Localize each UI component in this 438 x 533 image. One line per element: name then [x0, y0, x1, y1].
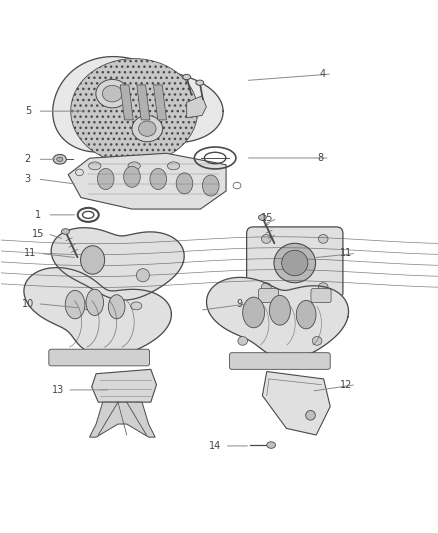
Polygon shape [186, 96, 206, 118]
Ellipse shape [97, 168, 114, 189]
Ellipse shape [88, 162, 101, 170]
Ellipse shape [150, 168, 166, 189]
Text: 14: 14 [208, 441, 221, 451]
FancyBboxPatch shape [310, 288, 330, 303]
Ellipse shape [318, 235, 327, 243]
Polygon shape [120, 85, 133, 120]
Text: 15: 15 [32, 229, 44, 239]
Text: 11: 11 [24, 248, 36, 259]
Polygon shape [206, 277, 348, 359]
Ellipse shape [182, 75, 190, 79]
Polygon shape [24, 268, 171, 357]
Ellipse shape [82, 302, 93, 310]
Text: 4: 4 [318, 69, 325, 79]
Text: 13: 13 [51, 385, 64, 395]
Ellipse shape [318, 282, 327, 292]
Text: 11: 11 [339, 248, 352, 259]
Ellipse shape [273, 243, 315, 282]
Ellipse shape [202, 175, 219, 196]
FancyBboxPatch shape [246, 227, 342, 299]
Ellipse shape [261, 282, 271, 292]
Ellipse shape [296, 301, 315, 329]
Ellipse shape [53, 155, 66, 164]
Polygon shape [92, 369, 156, 402]
Text: 5: 5 [25, 106, 31, 116]
Ellipse shape [71, 59, 197, 164]
Polygon shape [153, 85, 166, 120]
Polygon shape [53, 56, 223, 152]
Ellipse shape [281, 251, 307, 276]
Ellipse shape [261, 235, 271, 243]
Ellipse shape [242, 297, 264, 328]
Ellipse shape [311, 336, 321, 345]
Ellipse shape [124, 166, 140, 187]
Polygon shape [137, 85, 150, 120]
Ellipse shape [131, 302, 141, 310]
Text: 2: 2 [25, 154, 31, 164]
FancyBboxPatch shape [258, 288, 278, 303]
Polygon shape [89, 402, 155, 437]
Text: 10: 10 [21, 298, 34, 309]
Ellipse shape [95, 79, 128, 108]
FancyBboxPatch shape [229, 353, 329, 369]
Ellipse shape [81, 246, 104, 274]
Ellipse shape [167, 162, 179, 170]
Ellipse shape [65, 290, 85, 319]
Ellipse shape [86, 289, 103, 316]
Ellipse shape [266, 442, 275, 448]
Text: 3: 3 [25, 174, 31, 184]
FancyBboxPatch shape [49, 349, 149, 366]
Polygon shape [262, 372, 329, 435]
Polygon shape [68, 154, 226, 209]
Ellipse shape [132, 116, 162, 142]
Ellipse shape [138, 121, 155, 136]
Polygon shape [51, 228, 184, 300]
Ellipse shape [237, 336, 247, 345]
Text: 9: 9 [236, 298, 242, 309]
Ellipse shape [108, 295, 125, 319]
Ellipse shape [102, 85, 122, 102]
Ellipse shape [61, 229, 69, 235]
Text: 12: 12 [339, 379, 352, 390]
Ellipse shape [57, 157, 63, 161]
Ellipse shape [305, 410, 314, 420]
Text: 8: 8 [316, 153, 322, 163]
Ellipse shape [136, 269, 149, 282]
Text: 1: 1 [35, 210, 41, 220]
Text: 15: 15 [261, 213, 273, 223]
Ellipse shape [269, 295, 290, 325]
Ellipse shape [258, 215, 266, 220]
Ellipse shape [128, 162, 140, 170]
Ellipse shape [176, 173, 192, 194]
Ellipse shape [195, 80, 203, 85]
